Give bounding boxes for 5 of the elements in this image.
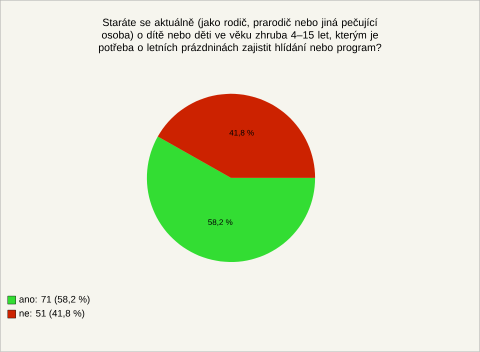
legend-label: ne: 51 (41,8 %) <box>20 310 84 319</box>
data-label: 58,2 % <box>208 219 232 226</box>
data-label: 41,8 % <box>229 130 254 137</box>
chart-title: Staráte se aktuálně (jako rodič, prarodič nebo jiná pečující osoba) o dítě nebo děti ve věku zhruba 4–15 let, kterým je potřeba o letních prázdninách zajistit hlídání nebo program? <box>98 18 382 54</box>
legend-label: ano: 71 (58,2 %) <box>19 296 90 305</box>
